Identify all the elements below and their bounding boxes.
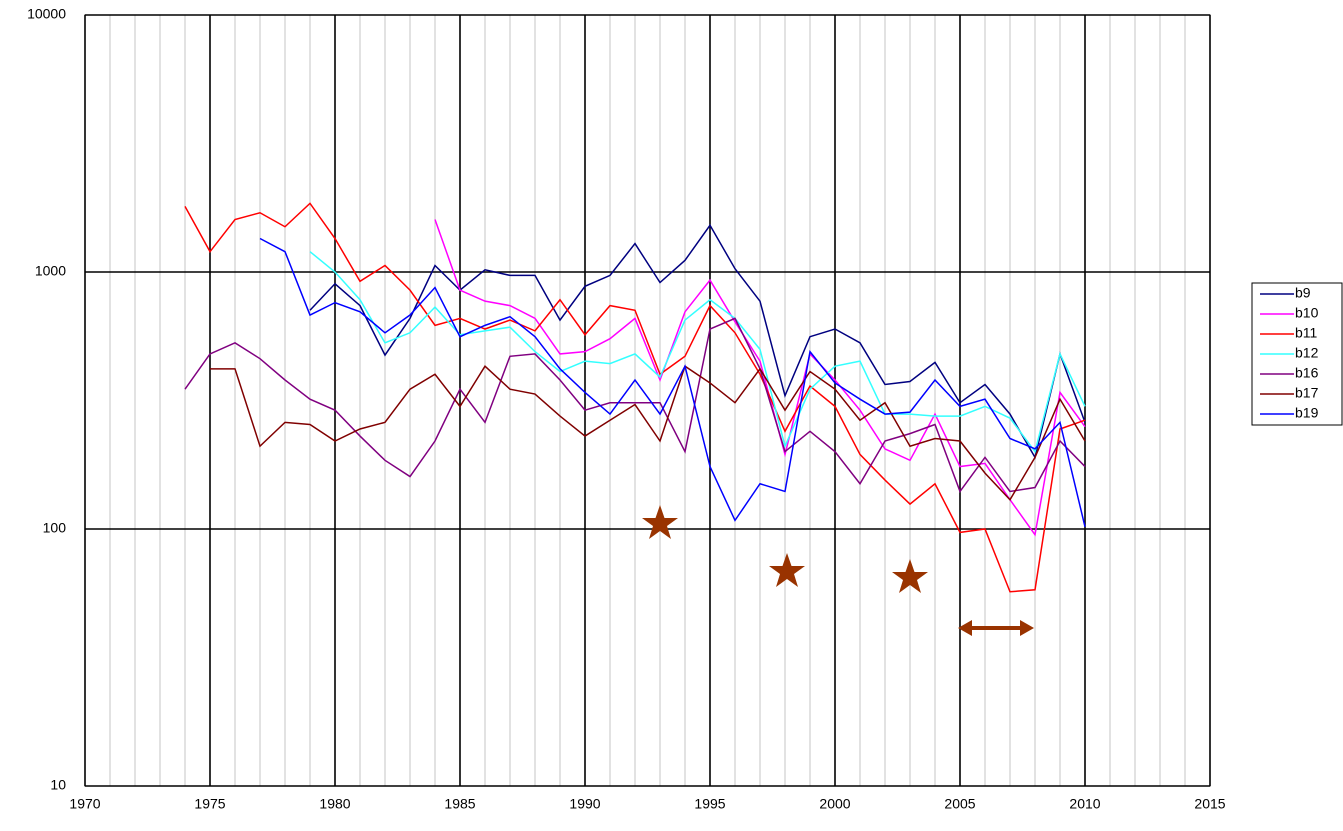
legend-label: b17: [1295, 385, 1319, 401]
y-tick-label: 10000: [27, 6, 66, 22]
series-line: [210, 365, 1086, 501]
series-line: [309, 251, 1086, 454]
y-tick-label: 10: [50, 777, 66, 793]
x-tick-label: 1975: [194, 796, 225, 812]
series-line: [309, 223, 1086, 460]
series-line: [184, 202, 1086, 593]
legend-label: b10: [1295, 305, 1319, 321]
tick-labels: 1970 1975 1980 1985 1990 1995 2000 2005 2010 2015…: [27, 6, 1226, 812]
x-tick-label: 1990: [569, 796, 600, 812]
legend: b9 b10 b11 b12 b16 b17 b19: [1251, 282, 1343, 426]
legend-label: b11: [1295, 325, 1318, 341]
series-line: [184, 317, 1086, 494]
x-tick-label: 2015: [1194, 796, 1225, 812]
plot-border: [84, 14, 1211, 787]
lines: [184, 202, 1086, 593]
legend-label: b19: [1295, 405, 1319, 421]
annotations: [642, 505, 1034, 636]
double-arrow: [958, 620, 1034, 636]
x-tick-label: 1980: [319, 796, 350, 812]
legend-label: b16: [1295, 365, 1319, 381]
star-marker: [769, 553, 805, 587]
y-tick-label: 100: [43, 520, 67, 536]
series-line: [259, 237, 1086, 527]
plot-area: [85, 15, 1210, 786]
star-marker: [642, 505, 678, 539]
x-tick-label: 1985: [444, 796, 475, 812]
x-tick-label: 1995: [694, 796, 725, 812]
x-tick-label: 1970: [69, 796, 100, 812]
legend-label: b12: [1295, 345, 1319, 361]
legend-label: b9: [1295, 285, 1311, 301]
x-tick-label: 2000: [819, 796, 850, 812]
x-tick-label: 2005: [944, 796, 975, 812]
star-marker: [892, 559, 928, 593]
y-tick-label: 1000: [35, 263, 66, 279]
x-tick-label: 2010: [1069, 796, 1100, 812]
series-line: [434, 219, 1086, 537]
